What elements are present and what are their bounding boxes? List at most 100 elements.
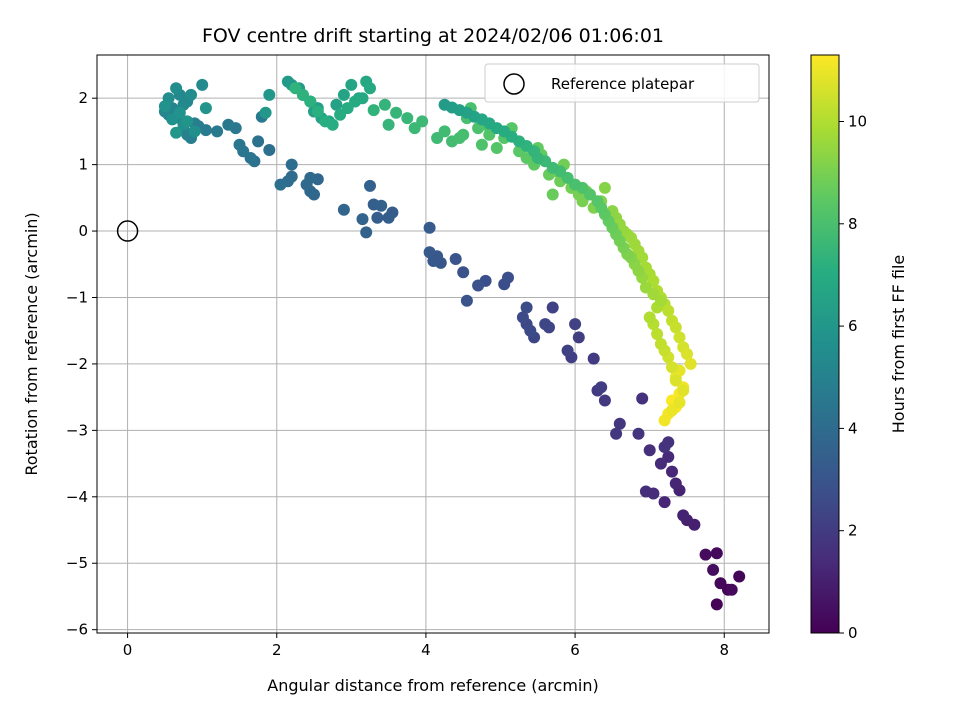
scatter-point: [707, 563, 720, 576]
scatter-point: [375, 199, 388, 212]
y-axis-label: Rotation from reference (arcmin): [22, 212, 41, 475]
colorbar-tick-label: 6: [848, 317, 858, 335]
scatter-point: [457, 266, 470, 279]
scatter-point: [636, 392, 649, 405]
scatter-point: [211, 125, 224, 138]
scatter-point: [490, 142, 503, 154]
scatter-point: [356, 213, 369, 226]
scatter-point: [632, 427, 645, 440]
scatter-point: [684, 357, 697, 370]
colorbar-gradient: [810, 54, 840, 634]
scatter-point: [561, 344, 574, 357]
x-tick-label: 6: [570, 641, 580, 659]
scatter-point: [438, 125, 451, 138]
scatter-point: [330, 98, 343, 111]
scatter-point: [199, 102, 212, 115]
colorbar-tick-label: 10: [848, 112, 867, 130]
chart-title: FOV centre drift starting at 2024/02/06 …: [202, 25, 664, 47]
scatter-point: [289, 82, 302, 95]
scatter-point: [654, 338, 667, 350]
scatter-point: [416, 115, 429, 128]
y-tick-label: 2: [78, 89, 88, 107]
scatter-point: [651, 328, 664, 340]
y-tick-label: 1: [78, 156, 88, 174]
scatter-point: [390, 106, 403, 119]
scatter-point: [733, 570, 746, 583]
legend-box: [484, 63, 760, 103]
scatter-point: [274, 178, 287, 191]
scatter-point: [699, 548, 712, 561]
scatter-point: [472, 279, 485, 292]
scatter-point: [360, 226, 373, 239]
scatter-point: [382, 211, 395, 224]
colorbar-tick-label: 4: [848, 419, 858, 437]
scatter-point: [595, 381, 608, 394]
scatter-point: [539, 318, 552, 331]
scatter-point: [502, 271, 514, 284]
scatter-point: [188, 125, 201, 138]
scatter-point: [401, 112, 414, 125]
legend-marker-reference-platepar: [503, 73, 525, 95]
scatter-point: [222, 118, 235, 131]
scatter-point: [196, 78, 209, 91]
y-tick-label: 0: [78, 222, 88, 240]
scatter-point: [714, 577, 727, 590]
y-axis-ticks: −6 −5 −4 −3 −2 −1 0 1 2: [66, 89, 97, 639]
colorbar-tick-label: 0: [848, 624, 858, 642]
x-tick-label: 4: [421, 641, 431, 659]
scatter-point: [669, 321, 682, 334]
scatter-point: [725, 583, 738, 596]
scatter-point: [673, 331, 686, 344]
scatter-point: [669, 477, 682, 490]
scatter-point: [524, 324, 537, 337]
scatter-point: [311, 105, 324, 118]
scatter-point: [677, 384, 690, 397]
scatter-point: [662, 304, 675, 317]
scatter-point: [367, 104, 380, 117]
scatter-point: [643, 444, 656, 457]
y-tick-label: −2: [66, 355, 88, 373]
scatter-point: [285, 158, 298, 171]
x-tick-label: 8: [719, 641, 729, 659]
scatter-point: [158, 100, 171, 113]
y-tick-label: −1: [66, 288, 88, 306]
scatter-point: [569, 318, 582, 331]
scatter-point: [378, 98, 391, 111]
scatter-point: [364, 82, 376, 95]
reference-platepar-marker: [116, 220, 139, 242]
legend: Reference platepar: [484, 63, 760, 103]
colorbar-ticks: 0 2 4 6 8 10: [839, 112, 867, 642]
y-tick-label: −3: [66, 421, 88, 439]
scatter-point: [658, 414, 671, 427]
scatter-point: [598, 181, 611, 194]
x-tick-label: 0: [123, 641, 133, 659]
legend-label-reference-platepar: Reference platepar: [551, 75, 695, 93]
scatter-point: [598, 394, 611, 407]
y-tick-label: −6: [66, 621, 88, 639]
scatter-point: [643, 311, 656, 324]
scatter-point: [546, 188, 559, 201]
scatter-point: [337, 203, 350, 216]
scatter-point: [520, 301, 533, 314]
x-axis-label: Angular distance from reference (arcmin): [267, 676, 598, 695]
scatter-point: [613, 417, 626, 430]
colorbar-label: Hours from first FF file: [889, 255, 908, 434]
scatter-point: [658, 441, 671, 453]
scatter-point: [610, 427, 623, 440]
scatter-point: [572, 331, 585, 344]
scatter-point: [173, 106, 186, 119]
scatter-point: [263, 88, 276, 101]
scatter-point: [449, 253, 462, 265]
scatter-point: [681, 348, 693, 360]
scatter-point: [710, 547, 723, 560]
y-tick-label: −4: [66, 488, 88, 506]
x-axis-ticks: 0 2 4 6 8: [123, 633, 729, 659]
scatter-point: [233, 138, 246, 151]
scatter-point: [677, 509, 690, 522]
scatter-point: [460, 294, 473, 307]
scatter-point: [170, 126, 183, 139]
scatter-point: [654, 457, 667, 470]
plot-frame: [96, 54, 770, 634]
scatter-point: [673, 396, 686, 409]
